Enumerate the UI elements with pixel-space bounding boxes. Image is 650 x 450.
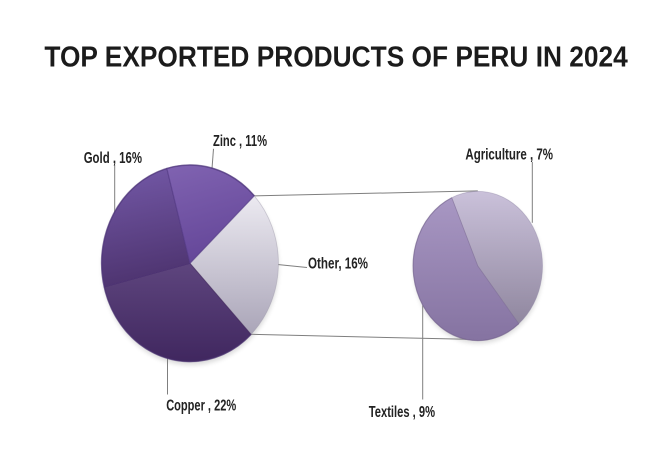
- svg-text:Zinc , 11%: Zinc , 11%: [213, 133, 267, 150]
- svg-text:Agriculture , 7%: Agriculture , 7%: [465, 146, 553, 163]
- svg-text:Gold , 16%: Gold , 16%: [84, 150, 142, 167]
- svg-text:TOP EXPORTED PRODUCTS OF PERU: TOP EXPORTED PRODUCTS OF PERU IN 2024: [44, 41, 627, 73]
- svg-text:Textiles , 9%: Textiles , 9%: [369, 404, 435, 421]
- svg-text:Copper , 22%: Copper , 22%: [166, 398, 236, 415]
- svg-text:Other, 16%: Other, 16%: [308, 256, 368, 273]
